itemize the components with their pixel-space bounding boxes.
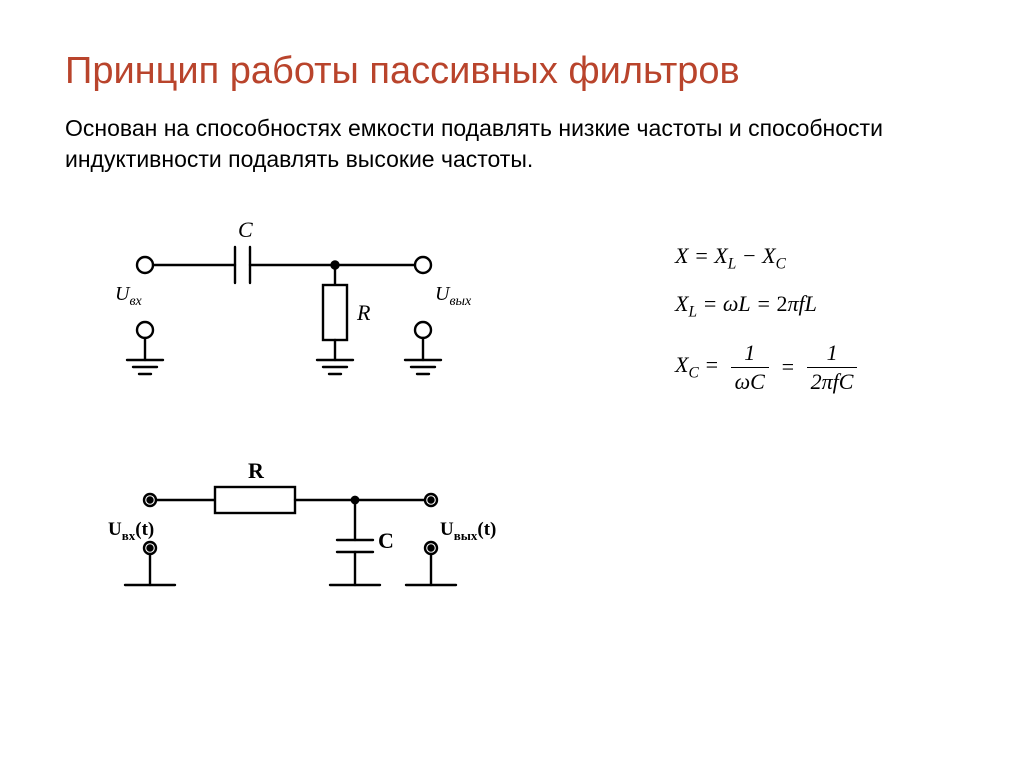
slide-title: Принцип работы пассивных фильтров: [65, 50, 959, 93]
label-c1: C: [238, 217, 253, 242]
equation-1: X = XL − XC: [675, 243, 863, 273]
label-uin1: Uвх: [115, 283, 143, 309]
circuit-highpass: C R Uвх Uвых: [105, 205, 525, 425]
equation-3: XC = 1 ωC = 1 2πfC: [675, 340, 863, 395]
equations-block: X = XL − XC XL = ωL = 2πfL XC = 1 ωC = 1…: [675, 225, 863, 413]
circuit-lowpass: R C Uвх(t) Uвых(t): [105, 440, 525, 660]
label-c2: C: [378, 528, 394, 553]
label-uin2: Uвх(t): [108, 519, 154, 543]
equation-2: XL = ωL = 2πfL: [675, 291, 863, 321]
label-uout2: Uвых(t): [440, 519, 496, 543]
label-r2: R: [248, 458, 265, 483]
slide-body: Основан на способностях емкости подавлят…: [65, 113, 959, 175]
label-r1: R: [356, 300, 371, 325]
content-area: C R Uвх Uвых: [65, 205, 965, 705]
label-uout1: Uвых: [435, 283, 472, 309]
